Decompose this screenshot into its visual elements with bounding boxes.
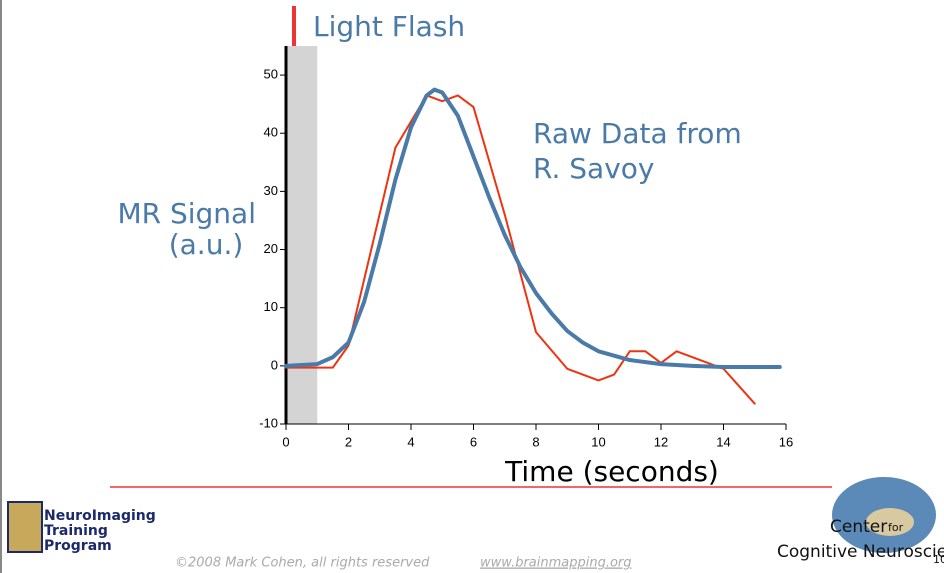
data-line — [285, 94, 756, 405]
page-number: 10 — [933, 553, 944, 566]
source-label: Raw Data from — [533, 117, 742, 150]
y-tick-label: 0 — [271, 357, 278, 372]
x-axis-label: Time (seconds) — [504, 455, 719, 488]
y-axis-label: (a.u.) — [169, 228, 244, 261]
brain-logo — [866, 508, 914, 536]
logo-text: Program — [44, 538, 112, 554]
y-tick-label: 10 — [264, 299, 278, 314]
y-tick-label: 20 — [264, 241, 278, 256]
x-tick-label: 2 — [345, 434, 352, 449]
y-tick-label: 50 — [264, 67, 278, 82]
program-logo: NeuroImaging Training Program — [7, 501, 156, 554]
x-tick-label: 16 — [779, 434, 793, 449]
source-label: R. Savoy — [533, 152, 654, 185]
x-tick-label: 14 — [716, 434, 730, 449]
stimulus-band — [286, 46, 318, 424]
x-tick-label: 0 — [282, 434, 289, 449]
plot: -10 0 10 20 30 40 50 0 2 4 6 8 10 12 14 16 — [259, 46, 793, 449]
center-label: Center — [830, 517, 887, 537]
x-tick-label: 4 — [407, 434, 414, 449]
y-tick-label: -10 — [259, 415, 278, 430]
x-tick-label: 8 — [532, 434, 539, 449]
y-axis-label: MR Signal — [117, 197, 256, 230]
logo-mark — [7, 501, 43, 553]
y-tick-label: 30 — [264, 183, 278, 198]
y-tick-label: 40 — [264, 125, 278, 140]
stimulus-label: Light Flash — [313, 10, 465, 43]
x-tick-label: 10 — [591, 434, 605, 449]
center-label: for — [888, 521, 904, 534]
x-tick-label: 12 — [654, 434, 668, 449]
data-line — [284, 87, 782, 370]
center-name: Cognitive Neuroscience — [777, 542, 944, 562]
copyright: ©2008 Mark Cohen, all rights reserved — [175, 556, 430, 571]
url[interactable]: www.brainmapping.org — [480, 556, 632, 571]
logo-text: NeuroImaging — [44, 508, 156, 524]
x-tick-label: 6 — [470, 434, 477, 449]
logo-text: Training — [44, 523, 108, 539]
